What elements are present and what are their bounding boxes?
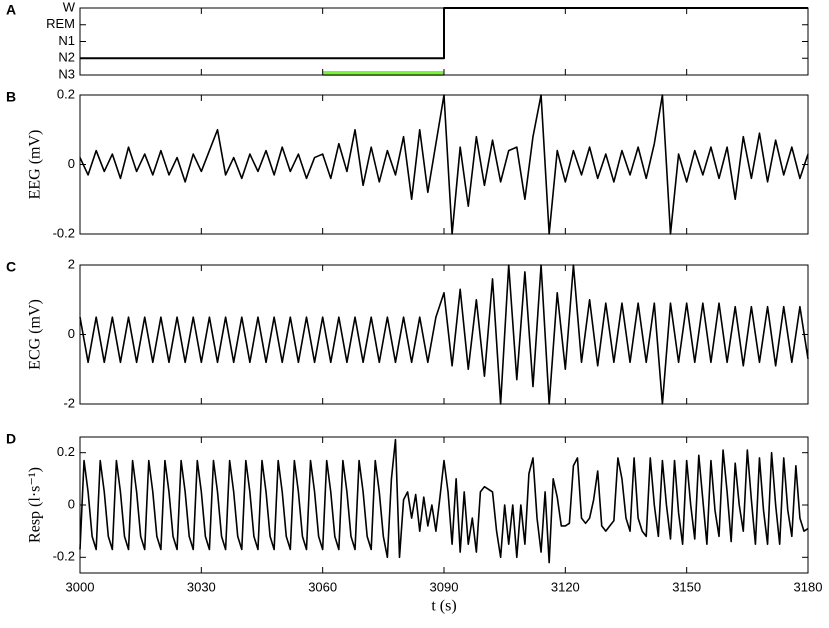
panel-label: C <box>6 259 16 275</box>
x-tick-label: 3030 <box>187 579 216 594</box>
x-tick-label: 3000 <box>66 579 95 594</box>
panel-label: D <box>6 431 16 447</box>
x-tick-label: 3090 <box>430 579 459 594</box>
y-tick-label: 2 <box>68 256 75 271</box>
y-tick-label: 0.2 <box>57 444 75 459</box>
y-tick-label: -0.2 <box>53 225 75 240</box>
y-tick-label: -2 <box>63 395 75 410</box>
panel-label: A <box>6 2 16 18</box>
signal-line <box>79 264 809 405</box>
plot-frame <box>79 7 809 76</box>
panel-label: B <box>6 89 16 105</box>
y-tick-label: -0.2 <box>53 549 75 564</box>
plot-frame <box>79 436 809 574</box>
x-tick-label: 3150 <box>672 579 701 594</box>
y-tick-label: N1 <box>58 33 75 48</box>
y-tick-label: 0 <box>68 326 75 341</box>
y-tick-label: N3 <box>58 66 75 81</box>
y-tick-label: 0.2 <box>57 86 75 101</box>
y-tick-label: N2 <box>58 50 75 65</box>
hypnogram-line <box>80 7 808 60</box>
y-tick-label: 0 <box>68 156 75 171</box>
y-tick-label: 0 <box>68 496 75 511</box>
plot-frame <box>79 264 809 405</box>
highlight-bar <box>322 71 444 76</box>
signal-line <box>79 438 809 564</box>
signal-line <box>79 94 809 235</box>
x-tick-label: 3180 <box>794 579 823 594</box>
x-axis-label: t (s) <box>431 598 456 615</box>
x-tick-label: 3060 <box>308 579 337 594</box>
x-tick-label: 3120 <box>551 579 580 594</box>
y-axis-label: ECG (mV) <box>27 299 44 370</box>
y-tick-label: W <box>63 0 76 14</box>
y-axis-label: Resp (l·s⁻¹) <box>27 467 44 543</box>
y-tick-label: REM <box>46 16 75 31</box>
plot-frame <box>79 94 809 235</box>
y-axis-label: EEG (mV) <box>27 130 44 200</box>
